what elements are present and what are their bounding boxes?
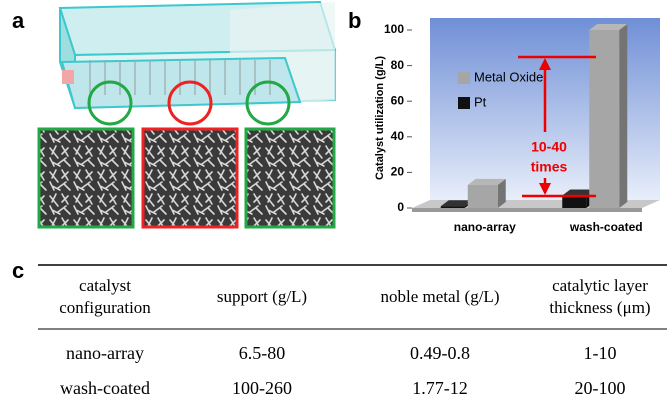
table-header: catalytic layer [552,276,648,295]
table-header: noble metal (g/L) [381,287,500,306]
table-header: thickness (μm) [549,298,650,317]
y-tick-label: 100 [384,22,404,36]
table-cell: 1-10 [584,343,617,363]
table-cell: nano-array [66,343,144,363]
nano-array-illustration [39,2,335,227]
table-cell: 20-100 [575,378,626,398]
table-header: configuration [59,298,151,317]
table-header: support (g/L) [217,287,307,306]
y-axis-label: Catalyst utilization (g/L) [374,56,386,180]
table-cell: 0.49-0.8 [410,343,470,363]
x-tick-label: wash-coated [569,220,643,234]
x-tick-label: nano-array [454,220,516,234]
y-tick-label: 40 [391,129,405,143]
bar-side [619,24,627,208]
legend-swatch [458,72,470,84]
panel-label: b [348,8,361,33]
legend-label: Pt [474,94,487,109]
y-tick-label: 20 [391,165,405,179]
panel-label: c [12,258,24,283]
legend-label: Metal Oxide [474,69,543,84]
table-cell: 6.5-80 [239,343,286,363]
table-cell: 100-260 [232,378,292,398]
annotation: 10-40 [531,139,567,155]
panel-label: a [12,8,25,33]
y-tick-label: 0 [397,200,404,214]
table-cell: wash-coated [60,378,150,398]
bar [468,185,498,208]
figure: a b c Catalyst utilization (g/L) 0 20 40 60… [0,0,667,407]
table: catalyst configuration support (g/L) noble … [59,276,650,398]
bar [562,196,586,208]
legend-swatch [458,97,470,109]
bar [441,206,465,208]
table-cell: 1.77-12 [412,378,468,398]
table-header: catalyst [79,276,131,295]
y-tick-label: 60 [391,93,405,107]
annotation: times [531,159,568,175]
y-tick-label: 80 [391,58,405,72]
